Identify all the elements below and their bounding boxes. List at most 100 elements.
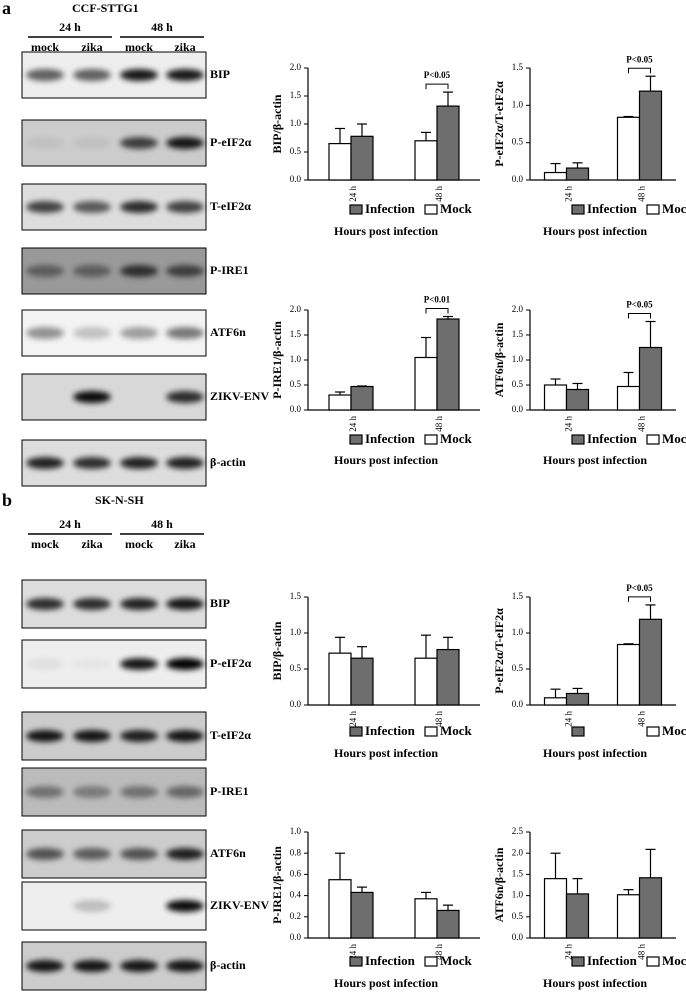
- y-tick-label: 0.2: [290, 911, 301, 921]
- blot-band: [166, 848, 204, 860]
- blot-band: [120, 848, 158, 860]
- legend-label: Infection: [587, 431, 638, 446]
- blot-band: [73, 848, 111, 860]
- bar: [414, 898, 438, 939]
- bar: [616, 116, 641, 181]
- time-header: 24 h: [59, 517, 81, 531]
- legend-label: Mock: [662, 723, 686, 738]
- significance-label: P<0.01: [424, 295, 451, 305]
- blot-label: BIP: [210, 67, 230, 81]
- bar: [350, 891, 374, 939]
- x-tick-label: 24 h: [348, 186, 358, 202]
- x-axis-label: Hours post infection: [334, 224, 438, 238]
- y-tick-label: 1.0: [512, 627, 524, 637]
- bar: [436, 105, 460, 181]
- x-tick-label: 24 h: [564, 944, 574, 960]
- legend-label: Infection: [587, 953, 638, 968]
- significance-bracket: [628, 596, 651, 602]
- lane-label: zika: [81, 537, 102, 551]
- blot-band: [166, 786, 204, 798]
- bar: [350, 385, 374, 411]
- legend-label: Mock: [440, 953, 473, 968]
- blot-label: β-actin: [210, 455, 246, 469]
- x-tick-label: 24 h: [564, 416, 574, 432]
- legend-swatch: [349, 956, 363, 967]
- bar: [638, 90, 663, 181]
- x-tick-label: 24 h: [348, 711, 358, 727]
- lane-label: mock: [31, 40, 59, 54]
- blot-label: β-actin: [210, 958, 246, 972]
- significance-label: P<0.05: [626, 300, 653, 310]
- legend-swatch: [349, 726, 363, 737]
- bar: [436, 648, 460, 706]
- blot-band: [166, 960, 204, 972]
- blot-band: [26, 598, 64, 610]
- blot-band: [73, 900, 111, 912]
- blot-band: [120, 327, 158, 339]
- significance-bracket: [628, 67, 651, 74]
- blot-label: P-eIF2α: [210, 656, 252, 670]
- y-tick-label: 1.5: [512, 62, 524, 72]
- y-tick-label: 0.0: [290, 404, 302, 414]
- x-tick-label: 24 h: [348, 416, 358, 432]
- x-tick-label: 48 h: [434, 944, 444, 960]
- x-tick-label: 48 h: [637, 944, 647, 960]
- bar: [436, 318, 460, 411]
- blot-band: [26, 658, 64, 670]
- significance-label: P<0.05: [424, 70, 451, 80]
- bar: [350, 135, 374, 181]
- x-tick-label: 48 h: [637, 711, 647, 727]
- legend-label: Mock: [440, 431, 473, 446]
- y-axis-label: P-IRE1/β-actin: [270, 321, 284, 399]
- bar: [543, 171, 568, 181]
- legend-swatch: [424, 726, 438, 737]
- legend-label: Mock: [662, 953, 686, 968]
- blot-band: [120, 137, 158, 149]
- bar: [616, 894, 641, 939]
- lane-label: zika: [174, 537, 195, 551]
- significance-bracket: [425, 308, 449, 314]
- y-tick-label: 1.5: [290, 591, 302, 601]
- y-tick-label: 0.0: [290, 932, 302, 942]
- bar: [328, 394, 352, 411]
- lane-label: mock: [125, 40, 153, 54]
- y-tick-label: 0.5: [290, 663, 302, 673]
- blot-band: [120, 457, 158, 469]
- blot-band: [120, 960, 158, 972]
- bar: [638, 346, 663, 411]
- bar: [638, 877, 663, 939]
- blot-label: ATF6n: [210, 846, 246, 860]
- legend-swatch: [571, 434, 585, 445]
- y-tick-label: 0.5: [512, 137, 524, 147]
- x-tick-label: 24 h: [348, 944, 358, 960]
- blot-label: T-eIF2α: [210, 728, 251, 742]
- y-tick-label: 1.0: [512, 354, 524, 364]
- bar: [328, 143, 352, 181]
- legend-label: Infection: [365, 201, 416, 216]
- blot-band: [73, 69, 111, 81]
- blot-band: [166, 201, 204, 213]
- y-axis-label: BIP/β-actin: [270, 94, 284, 153]
- y-axis-label: ATF6n/β-actin: [492, 322, 506, 397]
- bar: [436, 909, 460, 939]
- y-tick-label: 2.0: [512, 847, 524, 857]
- y-tick-label: 1.0: [512, 99, 524, 109]
- blot-band: [73, 730, 111, 742]
- blot-band: [120, 201, 158, 213]
- y-tick-label: 2.5: [512, 826, 524, 836]
- x-axis-label: Hours post infection: [543, 976, 647, 990]
- legend-swatch: [571, 204, 585, 215]
- y-tick-label: 0.0: [512, 404, 524, 414]
- blot-band: [166, 730, 204, 742]
- bar: [638, 618, 663, 706]
- blot-band: [26, 327, 64, 339]
- y-tick-label: 0.0: [290, 699, 302, 709]
- blot-label: P-eIF2α: [210, 135, 252, 149]
- blot-band: [120, 658, 158, 670]
- x-axis-label: Hours post infection: [543, 746, 647, 760]
- blot-band: [26, 960, 64, 972]
- panel-label: a: [2, 0, 11, 18]
- blot-band: [120, 786, 158, 798]
- x-axis-label: Hours post infection: [334, 976, 438, 990]
- y-tick-label: 2.0: [512, 304, 524, 314]
